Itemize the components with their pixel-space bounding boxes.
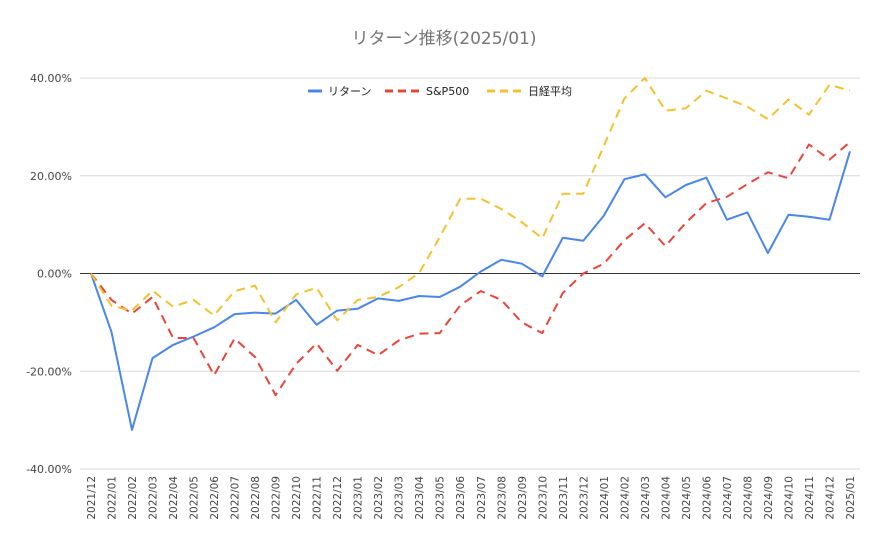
x-tick-label: 2023/02 xyxy=(373,476,385,520)
x-tick-label: 2024/02 xyxy=(619,476,631,520)
chart-title: リターン推移(2025/01) xyxy=(351,29,536,49)
y-tick-label: -20.00% xyxy=(26,365,72,378)
legend-item-2[interactable]: 日経平均 xyxy=(487,85,572,98)
x-tick-label: 2024/03 xyxy=(640,476,652,520)
x-tick-label: 2022/10 xyxy=(291,476,303,520)
x-tick-label: 2022/09 xyxy=(271,476,283,520)
x-tick-label: 2024/07 xyxy=(722,476,734,520)
x-tick-label: 2022/11 xyxy=(312,476,324,520)
series-line-0[interactable] xyxy=(90,151,851,431)
x-tick-label: 2022/12 xyxy=(332,476,344,520)
y-axis-ticks: 40.00% 20.00% 0.00% -20.00% -40.00% xyxy=(26,72,72,476)
x-tick-label: 2024/06 xyxy=(701,476,713,520)
legend-label: 日経平均 xyxy=(528,85,572,98)
series-layer xyxy=(90,77,851,431)
y-tick-label: 40.00% xyxy=(30,72,72,85)
x-tick-label: 2025/01 xyxy=(845,476,857,520)
x-tick-label: 2024/05 xyxy=(681,476,693,520)
y-tick-label: -40.00% xyxy=(26,463,72,476)
legend-item-1[interactable]: S&P500 xyxy=(385,85,469,98)
series-line-2[interactable] xyxy=(90,77,851,324)
x-tick-label: 2022/08 xyxy=(250,476,262,520)
x-tick-label: 2023/01 xyxy=(353,476,365,520)
x-tick-label: 2023/07 xyxy=(476,476,488,520)
x-tick-label: 2022/05 xyxy=(189,476,201,520)
grid-layer xyxy=(80,77,860,470)
x-tick-label: 2022/01 xyxy=(107,476,119,520)
legend-item-0[interactable]: リターン xyxy=(308,85,371,98)
x-tick-label: 2023/05 xyxy=(435,476,447,520)
x-tick-label: 2024/04 xyxy=(660,476,672,520)
x-tick-label: 2023/12 xyxy=(578,476,590,520)
x-tick-label: 2023/10 xyxy=(537,476,549,520)
x-tick-label: 2022/02 xyxy=(127,476,139,520)
x-tick-label: 2022/06 xyxy=(209,476,221,520)
x-tick-label: 2023/04 xyxy=(414,476,426,520)
x-tick-label: 2023/11 xyxy=(558,476,570,520)
x-tick-label: 2023/08 xyxy=(496,476,508,520)
x-tick-label: 2024/10 xyxy=(783,476,795,520)
series-line-1[interactable] xyxy=(90,141,851,397)
x-tick-label: 2022/03 xyxy=(148,476,160,520)
legend-label: リターン xyxy=(328,85,371,98)
x-tick-label: 2022/04 xyxy=(168,476,180,520)
x-tick-label: 2024/12 xyxy=(824,476,836,520)
x-tick-label: 2024/01 xyxy=(599,476,611,520)
x-tick-label: 2023/09 xyxy=(517,476,529,520)
x-tick-label: 2021/12 xyxy=(86,476,98,520)
x-tick-label: 2024/11 xyxy=(804,476,816,520)
legend-label: S&P500 xyxy=(426,85,469,98)
x-tick-label: 2023/06 xyxy=(455,476,467,520)
x-tick-label: 2024/08 xyxy=(742,476,754,520)
legend[interactable]: リターン S&P500 日経平均 xyxy=(308,85,572,98)
x-axis-ticks: 2021/12 2022/01 2022/02 2022/03 2022/04 2022/… xyxy=(86,476,857,520)
x-tick-label: 2023/03 xyxy=(394,476,406,520)
x-tick-label: 2022/07 xyxy=(230,476,242,520)
y-tick-label: 20.00% xyxy=(30,170,72,183)
y-tick-label: 0.00% xyxy=(37,268,72,281)
x-tick-label: 2024/09 xyxy=(763,476,775,520)
